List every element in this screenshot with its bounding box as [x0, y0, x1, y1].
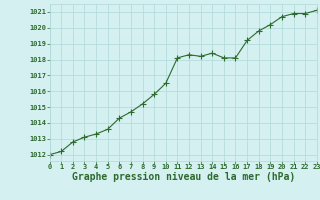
X-axis label: Graphe pression niveau de la mer (hPa): Graphe pression niveau de la mer (hPa)	[72, 172, 295, 182]
